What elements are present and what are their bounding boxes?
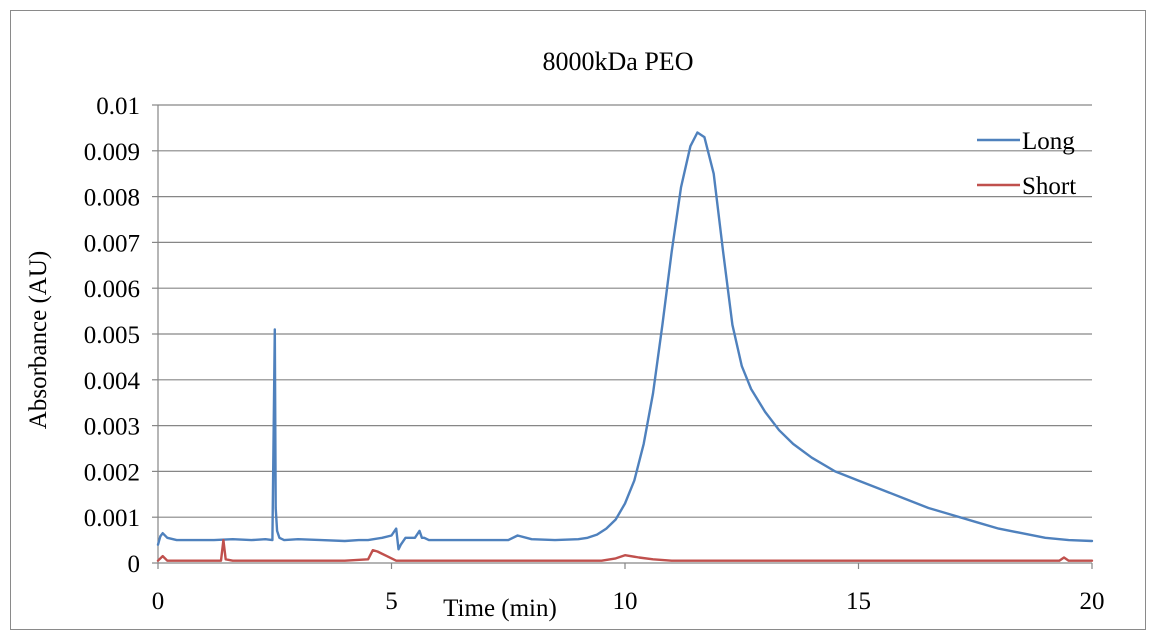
- y-tick-label-4: 0.004: [84, 368, 141, 395]
- y-tick-label-3: 0.003: [84, 414, 140, 441]
- y-axis-label: Absorbance (AU): [25, 251, 52, 429]
- series-line-short: [156, 538, 1094, 562]
- y-tick-label-0: 0: [128, 551, 141, 578]
- y-tick-label-6: 0.006: [84, 276, 140, 303]
- y-tick-label-1: 0.001: [84, 505, 140, 532]
- gridlines: [158, 104, 1092, 518]
- legend-label-short: Short: [1022, 173, 1076, 200]
- series-lines: [156, 131, 1094, 562]
- x-tick-label-4: 20: [1080, 588, 1105, 615]
- y-tick-label-10: 0.01: [96, 93, 140, 120]
- series-line-long: [156, 131, 1094, 551]
- x-tick-label-2: 10: [613, 588, 638, 615]
- x-tick-label-3: 15: [846, 588, 871, 615]
- x-axis-label: Time (min): [443, 595, 557, 622]
- legend: Long Short: [977, 128, 1076, 200]
- y-tick-label-5: 0.005: [84, 322, 140, 349]
- y-tick-label-9: 0.009: [84, 139, 140, 166]
- y-tick-label-8: 0.008: [84, 185, 140, 212]
- chart-area: [10, 10, 1146, 630]
- chart-title: 8000kDa PEO: [543, 47, 694, 76]
- y-tick-label-2: 0.002: [84, 459, 140, 486]
- x-tick-label-1: 5: [385, 588, 398, 615]
- y-tick-label-7: 0.007: [84, 230, 140, 257]
- legend-label-long: Long: [1022, 128, 1075, 155]
- axes: [152, 104, 1093, 569]
- x-tick-label-0: 0: [152, 588, 165, 615]
- tick-labels: 0 0.001 0.002 0.003 0.004 0.005 0.006 0.007 0.00…: [84, 93, 1105, 615]
